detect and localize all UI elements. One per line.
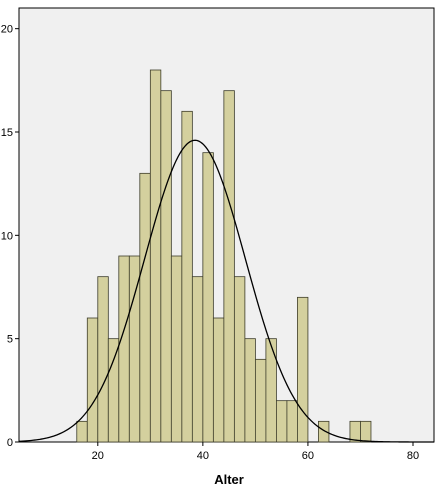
histogram-bar-14 [223, 90, 235, 443]
histogram-bar-18 [265, 338, 277, 443]
y-tick-label-4: 20 [1, 24, 13, 36]
histogram-bar-6 [139, 172, 151, 443]
histogram-bar-17 [254, 358, 267, 443]
histogram-bar-11 [191, 276, 204, 443]
histogram-bar-23 [349, 420, 361, 443]
histogram-bar-12 [202, 152, 214, 443]
histogram-bar-9 [170, 255, 183, 443]
histogram-bar-22 [318, 420, 330, 443]
histogram-bar-13 [212, 317, 225, 443]
histogram-bar-8 [160, 90, 172, 443]
histogram-bar-3 [107, 338, 120, 443]
x-axis-title: Alter [214, 472, 244, 487]
histogram-bar-24 [360, 420, 372, 443]
histogram-bar-0 [76, 420, 88, 443]
histogram-bar-16 [244, 338, 256, 443]
histogram-bar-20 [286, 400, 298, 443]
histogram-bar-15 [233, 276, 246, 443]
histogram-bar-10 [181, 110, 193, 443]
y-tick-label-3: 15 [1, 127, 13, 139]
histogram-bar-21 [297, 296, 309, 443]
histogram-bar-7 [149, 69, 162, 443]
x-tick-label-0: 20 [92, 450, 104, 462]
histogram-bar-2 [97, 276, 109, 443]
histogram-bar-4 [118, 255, 130, 443]
histogram-bar-19 [276, 400, 288, 443]
normal-curve [18, 139, 434, 443]
bars-group [76, 69, 372, 443]
y-tick-label-0: 0 [7, 437, 13, 449]
x-tick-label-1: 40 [197, 450, 209, 462]
y-tick-label-2: 10 [1, 230, 13, 242]
histogram-bar-1 [86, 317, 99, 443]
y-tick-label-1: 5 [7, 334, 13, 346]
x-tick-label-2: 60 [302, 450, 314, 462]
x-tick-label-3: 80 [407, 450, 419, 462]
axes-group: 0 5 10 15 20 20 40 60 80 [1, 24, 419, 462]
